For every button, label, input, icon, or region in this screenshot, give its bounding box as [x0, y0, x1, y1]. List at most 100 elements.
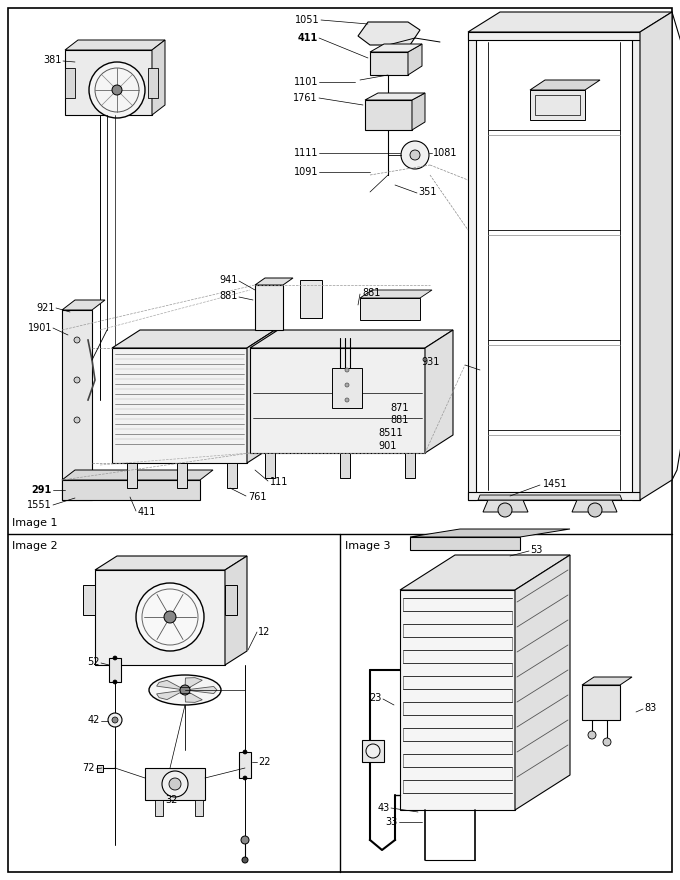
- Circle shape: [243, 776, 247, 780]
- Circle shape: [366, 744, 380, 758]
- Polygon shape: [572, 500, 617, 512]
- Polygon shape: [156, 680, 185, 690]
- Text: 381: 381: [44, 55, 62, 65]
- Polygon shape: [405, 453, 415, 478]
- Text: 72: 72: [82, 763, 95, 773]
- Polygon shape: [370, 52, 408, 75]
- Polygon shape: [148, 68, 158, 98]
- Polygon shape: [468, 12, 672, 32]
- Circle shape: [498, 503, 512, 517]
- Circle shape: [113, 680, 117, 684]
- Text: 1081: 1081: [433, 148, 458, 158]
- Text: 1051: 1051: [295, 15, 320, 25]
- Polygon shape: [468, 32, 476, 500]
- Polygon shape: [95, 556, 247, 570]
- Polygon shape: [425, 330, 453, 453]
- Circle shape: [164, 611, 176, 623]
- Circle shape: [113, 656, 117, 660]
- Circle shape: [588, 503, 602, 517]
- Text: 1451: 1451: [543, 479, 568, 489]
- Polygon shape: [640, 12, 672, 500]
- Polygon shape: [358, 22, 420, 45]
- Polygon shape: [83, 585, 95, 615]
- Polygon shape: [225, 556, 247, 665]
- Text: 32: 32: [165, 795, 177, 805]
- Text: 83: 83: [644, 703, 656, 713]
- Polygon shape: [155, 800, 163, 816]
- Polygon shape: [65, 50, 152, 115]
- Polygon shape: [400, 590, 515, 810]
- Polygon shape: [65, 40, 165, 50]
- Circle shape: [345, 368, 349, 372]
- Circle shape: [345, 383, 349, 387]
- Circle shape: [345, 398, 349, 402]
- Polygon shape: [332, 368, 362, 408]
- Polygon shape: [227, 463, 237, 488]
- Polygon shape: [360, 290, 432, 298]
- Polygon shape: [65, 68, 75, 98]
- Text: 33: 33: [386, 817, 398, 827]
- Polygon shape: [582, 685, 620, 720]
- Polygon shape: [362, 740, 384, 762]
- Text: 1901: 1901: [27, 323, 52, 333]
- Text: 411: 411: [298, 33, 318, 43]
- Text: 871: 871: [390, 403, 409, 413]
- Text: 1091: 1091: [294, 167, 318, 177]
- Polygon shape: [185, 678, 202, 690]
- Polygon shape: [225, 585, 237, 615]
- Polygon shape: [370, 44, 422, 52]
- Polygon shape: [250, 330, 453, 348]
- Text: 351: 351: [418, 187, 437, 197]
- Text: Image 1: Image 1: [12, 518, 58, 528]
- Text: Image 3: Image 3: [345, 541, 390, 551]
- Polygon shape: [62, 470, 213, 480]
- Circle shape: [180, 685, 190, 695]
- Polygon shape: [177, 463, 187, 488]
- Circle shape: [162, 771, 188, 797]
- Polygon shape: [410, 529, 570, 537]
- Polygon shape: [62, 310, 92, 500]
- Polygon shape: [185, 690, 202, 702]
- Polygon shape: [247, 330, 275, 463]
- Polygon shape: [145, 768, 205, 800]
- Text: 941: 941: [220, 275, 238, 285]
- Text: 22: 22: [258, 757, 271, 767]
- Circle shape: [241, 836, 249, 844]
- Text: 881: 881: [220, 291, 238, 301]
- Polygon shape: [360, 298, 420, 320]
- Circle shape: [588, 731, 596, 739]
- Polygon shape: [255, 278, 293, 285]
- Polygon shape: [112, 348, 247, 463]
- Text: 1551: 1551: [27, 500, 52, 510]
- Polygon shape: [265, 453, 275, 478]
- Text: 881: 881: [362, 288, 380, 298]
- Polygon shape: [156, 690, 185, 700]
- Polygon shape: [412, 93, 425, 130]
- Polygon shape: [95, 570, 225, 665]
- Text: Image 2: Image 2: [12, 541, 58, 551]
- Circle shape: [89, 62, 145, 118]
- Text: 1101: 1101: [294, 77, 318, 87]
- Polygon shape: [632, 32, 640, 500]
- Polygon shape: [185, 686, 217, 693]
- Polygon shape: [400, 555, 570, 590]
- Polygon shape: [340, 453, 350, 478]
- Text: 1111: 1111: [294, 148, 318, 158]
- Polygon shape: [365, 100, 412, 130]
- Ellipse shape: [136, 583, 204, 651]
- Text: 53: 53: [530, 545, 543, 555]
- Polygon shape: [112, 330, 275, 348]
- Text: 291: 291: [32, 485, 52, 495]
- Text: 8511: 8511: [378, 428, 403, 438]
- Polygon shape: [408, 44, 422, 75]
- Circle shape: [243, 750, 247, 754]
- Text: 881: 881: [390, 415, 409, 425]
- Polygon shape: [530, 90, 585, 120]
- Text: 23: 23: [370, 693, 382, 703]
- Polygon shape: [300, 280, 322, 318]
- Text: 761: 761: [248, 492, 267, 502]
- Polygon shape: [410, 537, 520, 550]
- Polygon shape: [250, 348, 425, 453]
- Circle shape: [112, 717, 118, 723]
- Polygon shape: [582, 677, 632, 685]
